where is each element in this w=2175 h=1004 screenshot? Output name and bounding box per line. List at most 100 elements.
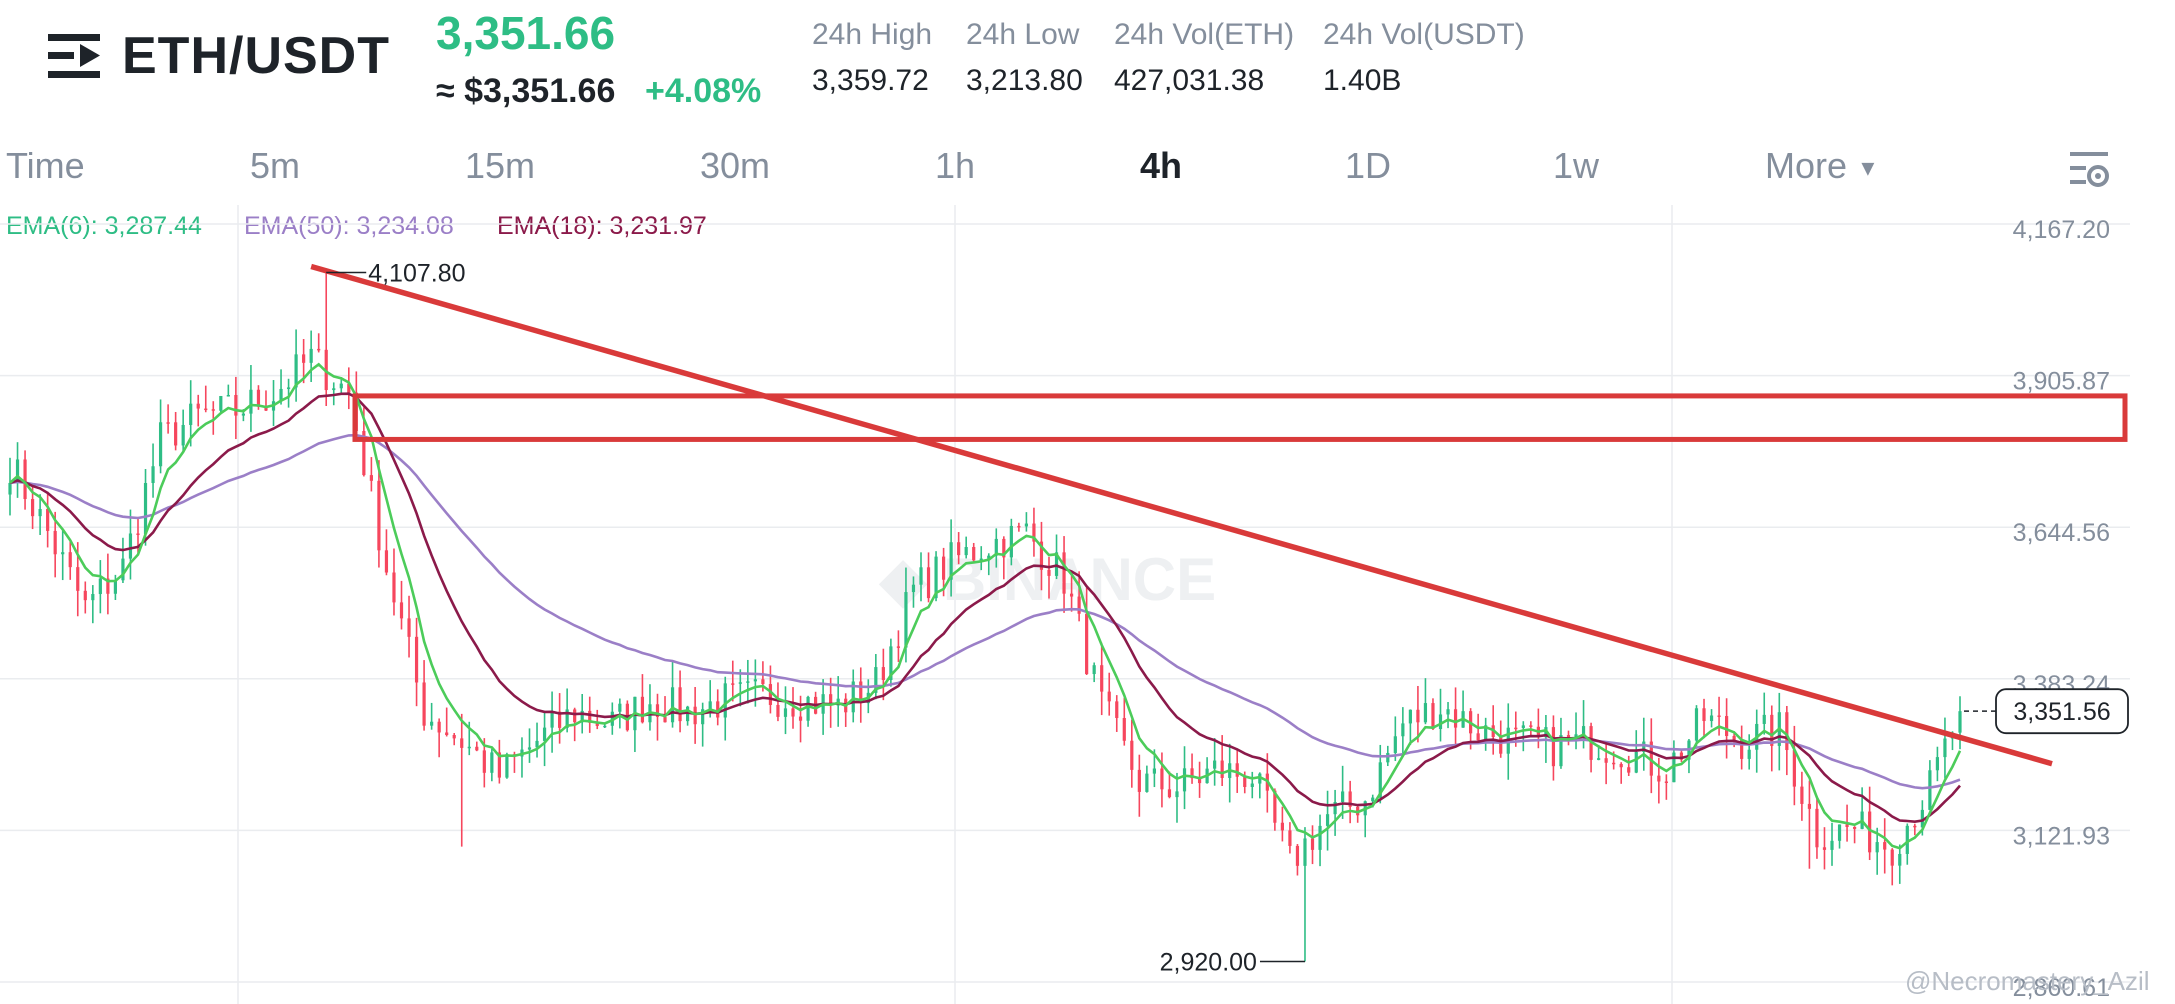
tab-more-label: More [1765,145,1848,186]
ema6-indicator: EMA(6): 3,287.44 [6,212,202,240]
candle-body [189,403,193,425]
candle-body [859,681,863,704]
candle-body [829,694,833,706]
candle-body [1725,716,1729,736]
y-axis-tick-label: 4,167.20 [2013,216,2110,244]
candle-body [1295,845,1300,866]
candle-body [174,422,178,446]
last-price-box [1995,688,2129,735]
tab-more[interactable]: More ▼ [1765,145,1879,187]
candle-body [1597,758,1601,760]
candle-body [121,558,125,581]
tab-1w[interactable]: 1w [1553,145,1600,186]
candle-body [46,509,50,531]
candle-body [1393,736,1397,753]
candle-body [791,708,795,717]
trading-pair[interactable]: ETH/USDT [122,27,390,85]
candle-body [1612,762,1616,765]
candle-body [15,459,20,483]
resistance-zone-box [352,393,2128,442]
candle-body [1822,847,1827,850]
candle-body [1423,703,1428,723]
candle-body [889,646,893,681]
tab-4h[interactable]: 4h [1140,145,1183,186]
candle-body [708,701,712,710]
tab-15m[interactable]: 15m [465,145,536,186]
ema18-indicator: EMA(18): 3,231.97 [497,212,707,240]
interval-tabs: Time 5m 15m 30m 1h 4h 1D 1w More ▼ [0,145,2175,201]
candle-body [798,716,803,721]
candle-body [1333,802,1337,815]
candle-body [1310,838,1315,850]
candle-body [1100,665,1104,692]
candle-body [1664,781,1668,783]
candle-body [1047,569,1051,576]
candle-body [98,578,102,595]
candle-body [738,682,742,684]
candle-body [136,533,140,535]
last-price: 3,351.66 [436,7,616,59]
candle-body [1521,725,1525,728]
low-price-label: 2,920.00 [1160,949,1257,977]
candle-body [1679,752,1684,760]
candle-body [919,567,923,585]
candle-body [881,667,885,681]
candle-body [1514,727,1518,730]
candle-body [1581,726,1586,735]
candle-body [76,567,80,591]
candle-body [1085,613,1089,675]
candle-body [1220,760,1224,778]
candle-body [1054,552,1059,576]
candle-body [987,555,991,559]
candle-body [964,547,968,556]
candle-body [1167,789,1172,798]
candle-body [1883,842,1887,850]
candle-body [332,388,336,391]
menu-icon[interactable] [48,30,100,82]
candle-body [1958,711,1962,733]
candle-body [1378,762,1382,798]
candle-body [1762,714,1766,724]
candle-body [911,584,916,593]
candle-body [1115,701,1119,719]
candle-body [1077,596,1081,614]
candle-body [904,592,908,648]
candle-body [377,480,381,551]
tab-5m[interactable]: 5m [250,145,301,186]
candle-body [241,413,245,416]
candle-body [1024,523,1029,527]
candle-body [414,636,419,683]
candle-body [1830,840,1834,850]
candle-body [1190,768,1194,779]
candle-body [761,679,765,685]
y-axis-tick-label: 2,860.61 [2013,974,2110,1002]
candle-body [527,747,532,750]
candle-body [1325,814,1330,826]
candle-body [1717,715,1721,717]
candle-body [219,396,223,411]
candle-body [1009,525,1013,558]
candle-body [1175,791,1179,798]
candle-body [1642,741,1646,752]
tab-1h[interactable]: 1h [935,145,976,186]
candle-body [279,388,283,402]
candle-body [768,684,773,705]
candle-body [347,383,351,393]
candle-body [670,687,675,723]
candle-body [731,683,735,685]
candle-body [1258,773,1262,784]
tab-30m[interactable]: 30m [700,145,771,186]
tab-time[interactable]: Time [6,145,85,186]
candle-body [1130,740,1134,770]
candle-body [437,721,441,733]
tab-1d[interactable]: 1D [1345,145,1392,186]
candle-body [1182,768,1187,792]
chart-settings-icon[interactable] [2068,148,2112,192]
candle-body [445,732,449,735]
candle-body [1499,737,1503,754]
candle-body [1235,763,1239,777]
candle-body [1250,783,1254,787]
candle-body [1852,826,1857,829]
binance-watermark-logo: ◆ BINANCE [878,546,1216,613]
